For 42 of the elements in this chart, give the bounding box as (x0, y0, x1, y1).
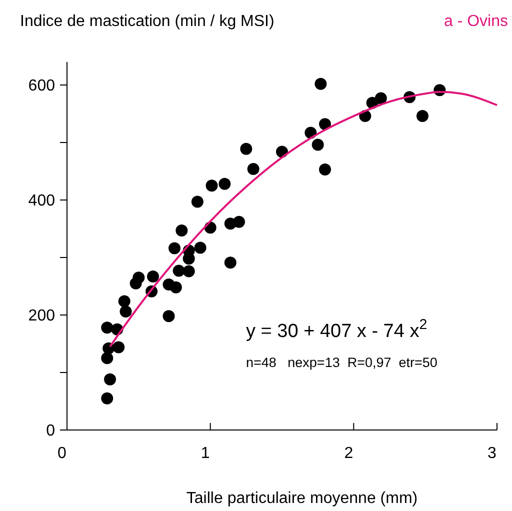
point (118, 295, 130, 308)
point (162, 310, 175, 322)
point (233, 216, 245, 228)
y-axis-title: Indice de mastication (min / kg MSI) (20, 13, 274, 30)
point (247, 162, 260, 175)
point (101, 392, 114, 404)
x-axis-title: Taille particulaire moyenne (mm) (186, 490, 418, 507)
point (191, 196, 204, 208)
point (147, 270, 159, 282)
y-tick-label: 200 (28, 308, 56, 325)
point (101, 322, 114, 334)
x-tick-label: 3 (488, 445, 497, 462)
y-tick-label: 600 (28, 78, 56, 95)
point (218, 178, 231, 190)
point (194, 242, 206, 254)
chart-title: a - Ovins (444, 13, 508, 30)
point (319, 164, 331, 176)
point (170, 281, 182, 294)
point (132, 272, 145, 284)
point (416, 110, 428, 122)
point (240, 142, 252, 155)
point (224, 256, 236, 269)
point (120, 306, 132, 318)
point (176, 224, 188, 236)
point (104, 373, 116, 386)
annotation: n=48 nexp=13 R=0,97 etr=50 (246, 355, 438, 370)
annotation: y = 30 + 407 x - 74 x$^{2}$ (246, 317, 428, 342)
x-tick-label: 0 (58, 445, 67, 462)
point (172, 264, 185, 277)
point (182, 265, 195, 278)
point (112, 341, 125, 354)
x-tick-label: 2 (344, 445, 354, 462)
point (319, 118, 331, 130)
point (206, 180, 218, 192)
y-tick-label: 400 (28, 192, 56, 210)
point (168, 242, 180, 254)
point (312, 138, 324, 151)
point (374, 92, 387, 104)
x-tick-label: 1 (200, 445, 210, 462)
point (314, 78, 327, 90)
y-tick-label: 0 (46, 422, 56, 440)
point (101, 352, 114, 364)
